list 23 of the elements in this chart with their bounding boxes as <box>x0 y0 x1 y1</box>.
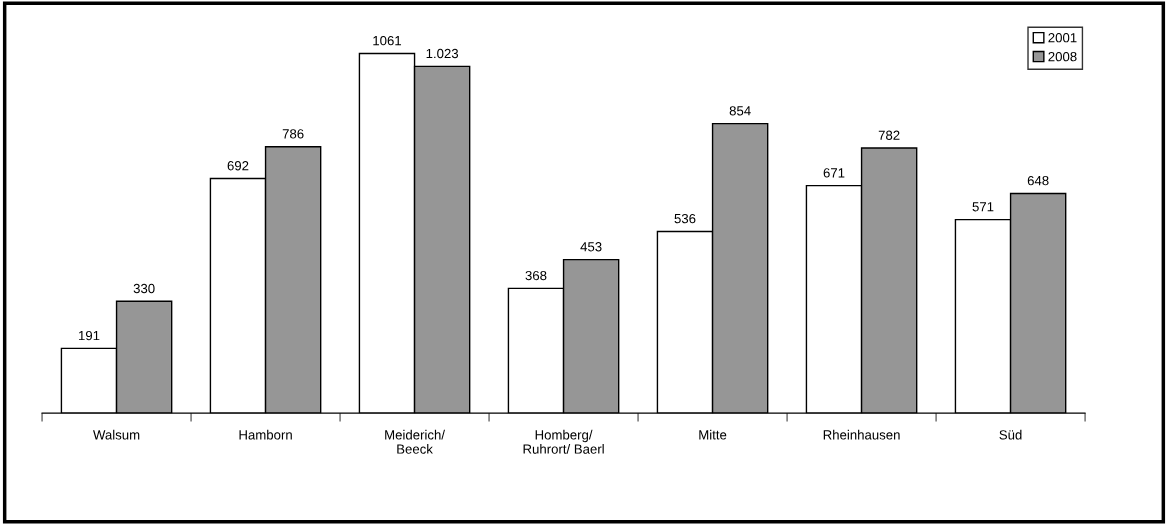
data-label: 1061 <box>373 35 402 46</box>
x-tick-label: Meiderich/ Beeck <box>385 429 445 454</box>
x-tick-label: Hamborn <box>239 429 292 440</box>
x-tick-label: Homberg/ Ruhrort/ Baerl <box>523 429 604 454</box>
x-tick-label: Süd <box>999 429 1022 440</box>
data-label: 571 <box>972 202 994 212</box>
data-label: 1.023 <box>426 48 459 59</box>
data-label: 692 <box>227 161 249 171</box>
x-tick-label: Rheinhausen <box>823 429 900 440</box>
data-label: 536 <box>674 213 696 224</box>
data-label: 786 <box>282 129 304 139</box>
x-tick-label: Walsum <box>93 429 140 440</box>
data-label: 671 <box>823 168 845 178</box>
data-label: 368 <box>525 270 547 281</box>
data-label: 782 <box>878 130 900 140</box>
data-label: 191 <box>78 330 100 341</box>
data-label: 453 <box>580 242 602 252</box>
data-label: 854 <box>729 106 751 116</box>
x-tick-label: Mitte <box>699 429 727 440</box>
legend-label: 2001 <box>1048 33 1077 43</box>
legend-label: 2008 <box>1048 51 1077 62</box>
data-label: 330 <box>133 283 155 294</box>
data-label: 648 <box>1027 175 1049 186</box>
